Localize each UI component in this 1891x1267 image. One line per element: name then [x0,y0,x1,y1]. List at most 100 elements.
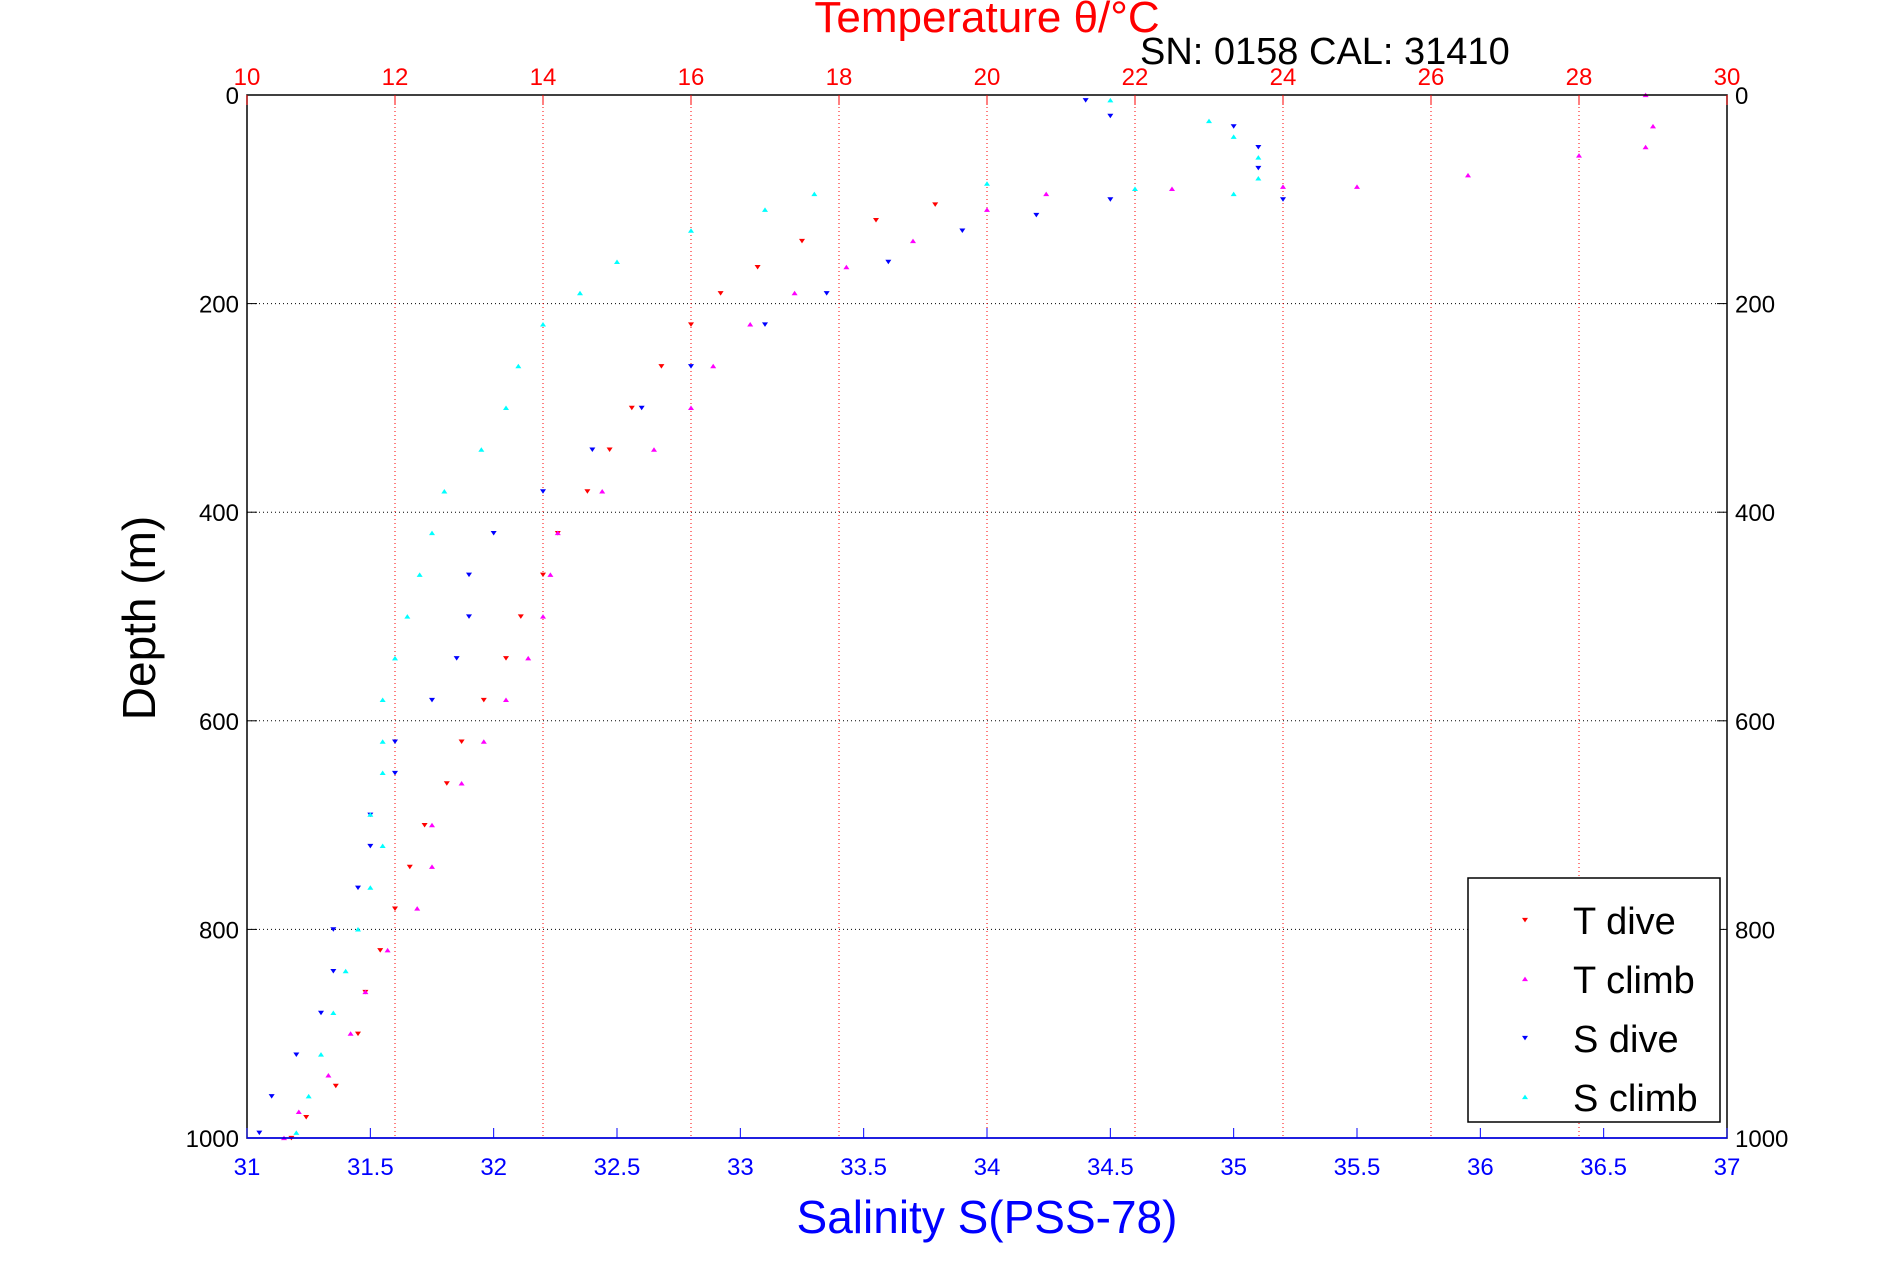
legend-marker [1522,1035,1528,1041]
salinity-tick-label: 34 [974,1154,1001,1181]
data-point [443,781,450,786]
data-point [466,572,472,578]
salinity-tick-label: 33 [727,1154,754,1181]
data-point [540,489,546,494]
y-tick-label-left: 400 [199,500,239,527]
data-point [503,405,509,410]
data-point [873,218,879,223]
chart-subtitle: SN: 0158 CAL: 31410 [1140,31,1510,73]
data-point [1169,186,1175,191]
data-point [1354,184,1360,189]
data-point [293,1052,300,1057]
y-tick-label-right: 600 [1735,709,1775,736]
data-point [1132,186,1138,191]
legend-label: T climb [1573,960,1695,1002]
data-point [325,1073,332,1078]
data-point [377,948,384,953]
data-point [367,885,374,890]
data-point [1230,134,1237,139]
data-point [762,322,768,327]
data-point [421,823,428,828]
temperature-tick-label: 28 [1566,64,1593,91]
data-point [1082,98,1089,103]
data-point [1107,113,1114,119]
data-point [458,780,465,786]
temperature-tick-label: 24 [1270,64,1297,91]
data-point [305,1093,312,1099]
data-point [599,488,606,494]
data-point [799,238,805,244]
salinity-tick-label: 36 [1467,1154,1494,1181]
data-point [1465,172,1471,178]
legend-box [1467,877,1721,1123]
data-point [330,927,337,932]
data-point [515,363,522,369]
data-point [293,1130,300,1135]
data-point [717,291,724,296]
series-t-dive [288,202,939,1141]
data-point [1280,197,1286,202]
data-point [429,864,435,869]
data-point [295,1109,302,1115]
salinity-tick-label: 37 [1714,1154,1741,1181]
y-tick-label-right: 800 [1735,917,1775,944]
data-point [379,770,386,776]
data-point [1230,191,1237,197]
data-point [589,447,596,453]
salinity-tick-label: 35 [1220,1154,1247,1181]
data-point [540,322,546,327]
y-tick-label-left: 0 [226,83,239,110]
data-point [1206,118,1212,124]
data-point [466,614,472,619]
data-point [429,530,435,536]
data-point [628,405,635,411]
salinity-tick-label: 31.5 [347,1154,394,1181]
data-point [584,489,591,494]
data-point [379,843,386,849]
legend-marker [1522,1094,1528,1100]
data-point [540,614,546,619]
data-point [762,207,768,212]
data-point [355,885,361,891]
data-point [910,238,916,244]
data-point [688,405,694,410]
salinity-tick-label: 33.5 [840,1154,887,1181]
data-point [441,488,448,494]
data-point [429,822,435,828]
data-point [1642,144,1649,150]
data-point [1043,191,1050,197]
data-point [754,264,761,270]
data-point [811,191,818,197]
y-tick-label-left: 800 [199,917,239,944]
data-point [710,363,717,369]
data-point [342,968,349,974]
data-point [318,1010,324,1016]
temperature-tick-label: 18 [826,64,853,91]
temperature-tick-label: 26 [1418,64,1445,91]
y-tick-label-left: 1000 [186,1126,239,1153]
salinity-tick-label: 31 [234,1154,261,1181]
temperature-tick-label: 10 [234,64,261,91]
data-point [1576,153,1582,158]
temperature-tick-label: 30 [1714,64,1741,91]
data-point [614,259,620,264]
data-point [458,739,465,745]
data-point [658,364,665,369]
legend-label: T dive [1573,901,1676,943]
data-point [392,770,398,776]
temperature-tick-label: 22 [1122,64,1149,91]
data-point [384,947,391,953]
data-point [392,906,398,911]
data-point [984,181,990,186]
legend-marker [1522,976,1528,982]
temperature-tick-label: 16 [678,64,705,91]
data-point [416,572,423,577]
data-point [362,989,369,995]
data-point [503,656,509,661]
data-point [1033,212,1040,218]
data-point [791,290,798,296]
data-point [517,614,524,619]
data-point [1230,124,1237,129]
